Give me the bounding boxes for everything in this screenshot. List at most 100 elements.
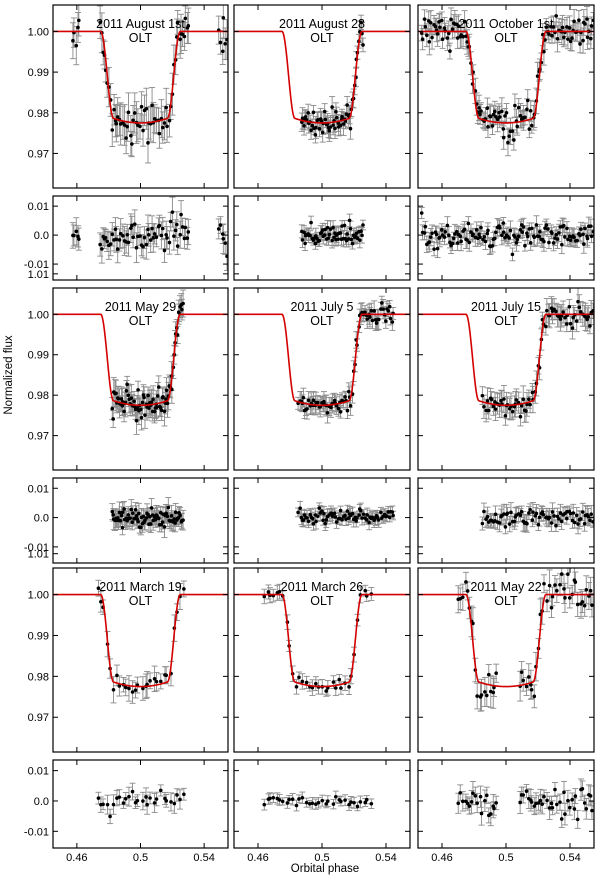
resid-point (359, 229, 363, 233)
flux-point (317, 127, 322, 131)
flux-point (122, 409, 126, 414)
flux-point (422, 17, 427, 21)
flux-point (125, 382, 129, 387)
flux-point (567, 26, 572, 30)
resid-point (585, 236, 590, 241)
panel-title: 2011 August 1st (96, 17, 185, 31)
resid-point (320, 509, 324, 513)
resid-point (165, 514, 170, 519)
model-curve (53, 313, 228, 407)
resid-point (516, 234, 521, 239)
resid-point (591, 519, 594, 524)
resid-plot-area (261, 790, 375, 812)
resid-point (515, 237, 520, 242)
resid-point (134, 245, 139, 250)
flux-point (162, 121, 167, 125)
flux-point (491, 404, 496, 409)
flux-point (554, 14, 558, 18)
flux-point (542, 581, 546, 586)
transit-panel: 2011 May 29OLT0.970.980.991.001.01-0.010… (24, 269, 229, 564)
flux-point (164, 673, 169, 678)
resid-y-tick-label: 0.01 (28, 201, 49, 213)
flux-point (564, 322, 569, 326)
resid-point (148, 514, 152, 519)
flux-point (340, 114, 344, 119)
flux-point (555, 36, 560, 41)
resid-point (502, 512, 506, 516)
resid-point (309, 220, 313, 225)
flux-point (333, 126, 337, 131)
flux-point (332, 398, 337, 403)
resid-point (149, 506, 154, 510)
resid-point (486, 228, 490, 233)
flux-point (544, 324, 548, 329)
resid-point (588, 518, 592, 523)
flux-point (581, 38, 585, 43)
resid-plot-area (109, 497, 187, 539)
flux-point (180, 307, 184, 312)
resid-point (479, 225, 483, 230)
resid-point (525, 521, 529, 526)
flux-point (337, 677, 342, 682)
flux-point (300, 679, 305, 684)
flux-point (568, 39, 573, 44)
flux-point (339, 686, 343, 690)
flux-point (500, 109, 504, 114)
flux-point (126, 110, 131, 115)
resid-point (322, 233, 327, 237)
resid-point (105, 239, 109, 244)
resid-point (442, 235, 447, 239)
resid-point (572, 520, 577, 525)
flux-point (178, 37, 182, 42)
resid-point (127, 794, 131, 799)
flux-plot-area (53, 289, 228, 435)
resid-point (379, 510, 383, 515)
flux-point (124, 388, 129, 393)
flux-y-tick-label: 1.00 (28, 309, 49, 321)
resid-point (172, 234, 176, 238)
flux-point (110, 128, 115, 132)
flux-point (225, 37, 228, 42)
flux-point (521, 678, 526, 683)
resid-point (345, 509, 350, 513)
flux-point (331, 123, 335, 127)
resid-point (538, 229, 542, 234)
resid-point (575, 238, 579, 243)
flux-point (322, 399, 326, 404)
resid-point (137, 511, 141, 516)
resid-point (268, 796, 272, 801)
flux-point (588, 324, 592, 328)
resid-point (497, 521, 502, 525)
resid-point (512, 519, 517, 524)
flux-point (120, 403, 125, 408)
flux-point (527, 127, 532, 131)
flux-point (480, 393, 485, 398)
flux-point (277, 589, 282, 594)
flux-plot-area (234, 583, 410, 697)
resid-point (131, 235, 135, 240)
flux-point (461, 34, 465, 39)
resid-point (76, 234, 80, 239)
flux-point (147, 406, 151, 410)
flux-point (117, 684, 122, 688)
flux-plot-area (53, 5, 228, 164)
flux-point (532, 694, 537, 699)
flux-y-tick-label: 0.98 (28, 390, 49, 402)
flux-point (119, 397, 124, 401)
flux-point (132, 399, 136, 404)
flux-point (146, 141, 150, 145)
resid-point (364, 797, 369, 802)
resid-point (160, 520, 165, 524)
flux-point (529, 123, 534, 128)
flux-point (129, 133, 133, 138)
flux-point (160, 125, 165, 130)
resid-point (178, 232, 182, 237)
flux-point (387, 304, 392, 309)
flux-point (567, 596, 572, 600)
resid-point (458, 234, 463, 239)
resid-point (583, 226, 587, 231)
resid-point (439, 228, 444, 232)
